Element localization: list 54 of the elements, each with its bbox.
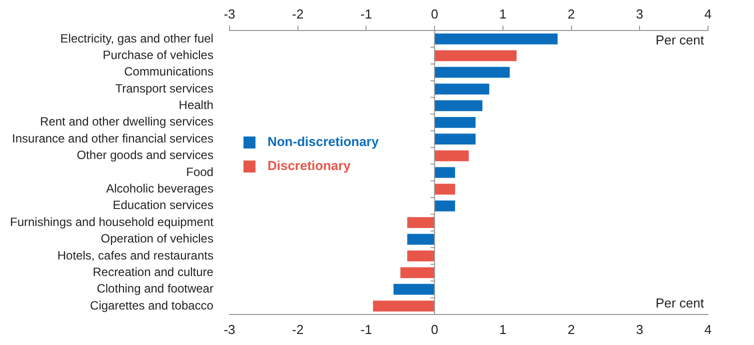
x2-tick-label: 4 <box>704 6 712 22</box>
y-tick-label: Hotels, cafes and restaurants <box>57 248 214 262</box>
bar <box>400 267 435 278</box>
bar <box>434 34 558 44</box>
y-tick-label: Insurance and other financial services <box>12 131 214 146</box>
y-tick-label: Purchase of vehicles <box>102 48 214 62</box>
x-tick-label: 2 <box>568 322 575 337</box>
x-tick-label: 1 <box>499 322 507 337</box>
y-tick-label: Electricity, gas and other fuel <box>60 31 214 46</box>
y-tick-label: Health <box>178 98 214 112</box>
legend-label: Non-discretionary <box>267 134 380 150</box>
x-tick-label: 3 <box>636 322 644 337</box>
y-tick-label: Cigarettes and tobacco <box>90 298 214 312</box>
x2-tick-label: -3 <box>224 6 236 22</box>
y-tick-label: Clothing and footwear <box>96 282 214 296</box>
x-tick-label: -1 <box>360 322 372 337</box>
y-tick-label: Operation of vehicles <box>100 232 214 246</box>
y-tick-label: Transport services <box>115 81 214 96</box>
x-tick-label: 0 <box>430 322 438 337</box>
x2-tick-label: 3 <box>636 6 644 22</box>
bar <box>373 300 435 312</box>
legend-label: Discretionary <box>267 158 352 174</box>
bar <box>434 200 456 212</box>
bar <box>434 66 510 78</box>
bar <box>394 284 435 295</box>
x-tick-label: -3 <box>224 322 236 337</box>
y-tick-label: Recreation and culture <box>92 264 214 279</box>
bar <box>434 167 456 178</box>
x2-tick-label: 1 <box>499 6 507 22</box>
bar <box>434 150 469 162</box>
y-tick-label: Alcoholic beverages <box>106 182 214 196</box>
x-tick-label: 4 <box>704 322 712 337</box>
y-tick-label: Rent and other dwelling services <box>40 114 214 129</box>
annotation: Per cent <box>656 32 704 48</box>
y-tick-label: Education services <box>112 198 214 212</box>
x2-tick-label: -2 <box>292 6 304 22</box>
bar <box>434 134 476 145</box>
annotation: Per cent <box>656 295 704 310</box>
y-tick-label: Communications <box>124 64 214 79</box>
bar <box>434 100 482 112</box>
x2-tick-label: -1 <box>360 6 372 22</box>
y-tick-label: Food <box>186 164 214 179</box>
bar <box>434 184 456 195</box>
bar <box>407 234 435 245</box>
x-tick-label: -2 <box>292 322 304 337</box>
x2-tick-label: 0 <box>430 6 438 22</box>
bar <box>407 250 435 262</box>
y-tick-label: Other goods and services <box>76 148 214 162</box>
y-tick-label: Furnishings and household equipment <box>10 214 214 229</box>
bar <box>434 116 476 128</box>
bar <box>434 84 490 94</box>
x2-tick-label: 2 <box>568 6 575 22</box>
bar <box>407 217 435 228</box>
bar <box>434 50 517 62</box>
